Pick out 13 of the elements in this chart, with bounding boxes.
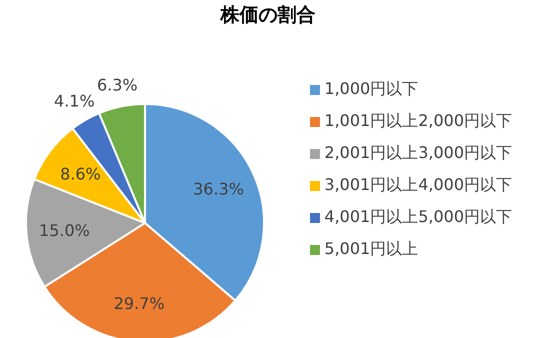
legend-label: 5,001円以上 [324,239,418,258]
data-label: 36.3% [193,180,244,199]
data-label: 8.6% [60,164,101,184]
legend-label: 2,001円以上3,000円以下 [324,143,512,162]
data-label: 15.0% [39,221,90,240]
data-label: 4.1% [54,91,95,110]
legend-label: 1,001円以上2,000円以下 [324,111,512,130]
data-label: 29.7% [114,294,165,314]
data-label: 6.3% [96,75,138,94]
legend-label: 1,000円以下 [324,79,418,98]
chart-title: 株価の割合 [219,3,316,28]
legend-label: 4,001円以上5,000円以下 [324,207,512,226]
legend-label: 3,001円以上4,000円以下 [324,175,512,194]
